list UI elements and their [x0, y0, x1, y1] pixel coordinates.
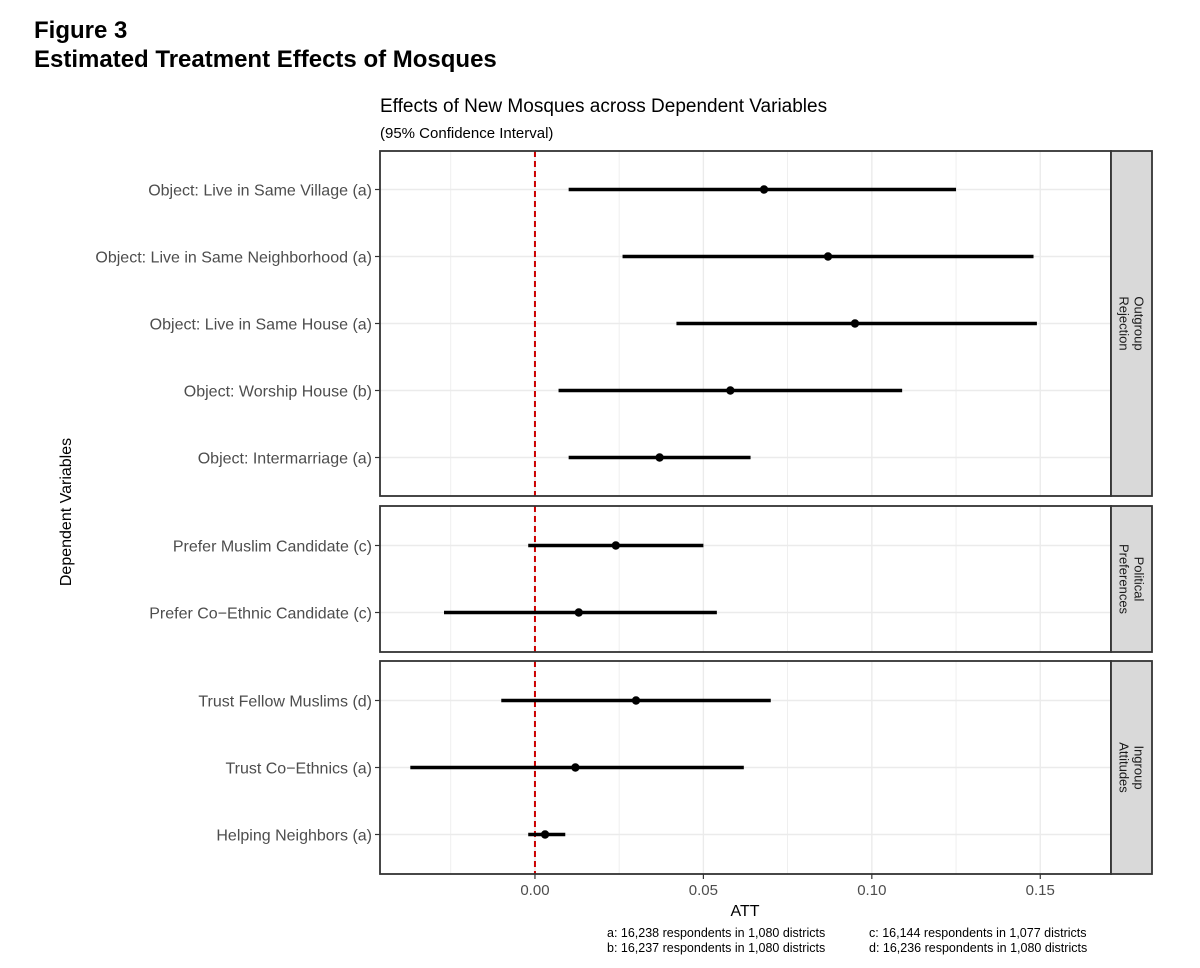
footnote: b: 16,237 respondents in 1,080 districts — [607, 941, 825, 955]
point-estimate — [655, 453, 664, 462]
x-axis-title: ATT — [730, 903, 759, 920]
x-axis: 0.00 0.05 0.10 0.15 — [520, 874, 1055, 899]
facet-strip-label-line: Rejection — [1117, 296, 1132, 350]
y-tick-label: Trust Fellow Muslims (d) — [198, 694, 372, 711]
panel-1: Prefer Muslim Candidate (c) Prefer Co−Eth… — [149, 505, 1153, 653]
footnotes: a: 16,238 respondents in 1,080 districts… — [607, 926, 1087, 955]
facet-strip — [1110, 505, 1153, 653]
facet-strip-label-line: Attitudes — [1117, 742, 1132, 793]
panel-border — [379, 505, 1112, 653]
facet-strip-label-line: Political — [1132, 557, 1147, 602]
y-tick-label: Trust Co−Ethnics (a) — [225, 761, 372, 778]
figure-heading: Figure 3 Estimated Treatment Effects of … — [34, 16, 497, 74]
facet-strip — [1110, 150, 1153, 497]
point-estimate — [759, 185, 769, 194]
chart-subtitle: (95% Confidence Interval) — [380, 125, 553, 142]
point-estimate — [571, 763, 580, 772]
footnote: d: 16,236 respondents in 1,080 districts — [869, 941, 1087, 955]
y-tick-label: Object: Live in Same House (a) — [150, 317, 372, 334]
point-estimate — [850, 319, 860, 328]
facet-strip-label-line: Preferences — [1117, 544, 1132, 615]
y-tick-label: Object: Intermarriage (a) — [198, 451, 372, 468]
facet-strip-label: PoliticalPreferences — [1117, 544, 1147, 615]
y-tick-label: Object: Worship House (b) — [184, 384, 372, 401]
facet-strip-label-line: Outgroup — [1132, 296, 1147, 350]
facet-strip-label: IngroupAttitudes — [1117, 742, 1147, 793]
figure-title: Estimated Treatment Effects of Mosques — [34, 46, 497, 73]
point-estimate — [726, 386, 735, 395]
gridlines — [380, 506, 1111, 652]
facet-strip — [1110, 660, 1153, 875]
y-tick-label: Object: Live in Same Village (a) — [148, 183, 372, 200]
facet-strip-label: OutgroupRejection — [1117, 296, 1147, 350]
figure-number: Figure 3 — [34, 17, 128, 44]
footnote: c: 16,144 respondents in 1,077 districts — [869, 926, 1087, 940]
facet-strip-label-line: Ingroup — [1132, 745, 1147, 789]
y-tick-label: Object: Live in Same Neighborhood (a) — [95, 250, 372, 267]
panel-0: Object: Live in Same Village (a) Object: … — [95, 150, 1153, 497]
point-estimate — [574, 608, 583, 617]
panel-2: Trust Fellow Muslims (d) Trust Co−Ethnics… — [198, 660, 1153, 875]
x-tick-label: 0.15 — [1026, 882, 1055, 899]
x-tick-label: 0.00 — [520, 882, 549, 899]
point-estimate — [540, 830, 550, 839]
y-tick-label: Prefer Co−Ethnic Candidate (c) — [149, 606, 372, 623]
y-tick-label: Prefer Muslim Candidate (c) — [173, 539, 372, 556]
point-estimate — [631, 696, 641, 705]
x-tick-label: 0.05 — [689, 882, 718, 899]
point-estimate — [611, 541, 621, 550]
panels-layer: Object: Live in Same Village (a) Object: … — [95, 150, 1153, 875]
footnote: a: 16,238 respondents in 1,080 districts — [607, 926, 825, 940]
chart-title: Effects of New Mosques across Dependent … — [380, 96, 827, 117]
y-tick-label: Helping Neighbors (a) — [216, 828, 372, 845]
point-estimate — [823, 252, 833, 261]
y-axis-title: Dependent Variables — [58, 438, 75, 586]
x-tick-label: 0.10 — [857, 882, 886, 899]
